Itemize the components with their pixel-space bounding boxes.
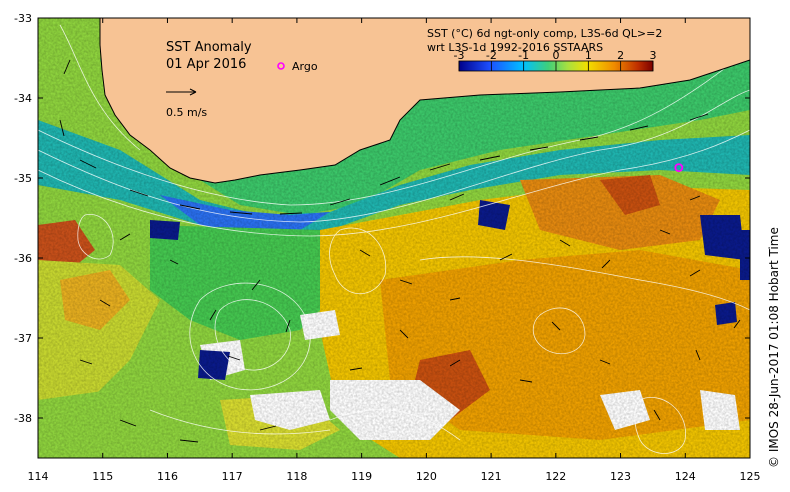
x-tick-label: 120 bbox=[416, 470, 437, 483]
argo-legend-label: Argo bbox=[292, 60, 318, 73]
argo-legend-icon bbox=[277, 62, 285, 70]
data-description-line2: wrt L3S-1d 1992-2016 SSTAARS bbox=[427, 41, 603, 54]
colorbar-tick-label: 1 bbox=[585, 49, 592, 62]
y-tick-label: -38 bbox=[14, 412, 32, 425]
y-tick-label: -36 bbox=[14, 252, 32, 265]
y-tick-label: -33 bbox=[14, 12, 32, 25]
data-description-line1: SST (°C) 6d ngt-only comp, L3S-6d QL>=2 bbox=[427, 27, 662, 40]
x-tick-label: 118 bbox=[286, 470, 307, 483]
plot-frame bbox=[37, 17, 751, 459]
x-tick-label: 125 bbox=[740, 470, 761, 483]
x-tick-label: 119 bbox=[351, 470, 372, 483]
colorbar-tick-label: -2 bbox=[486, 49, 497, 62]
y-axis: -33-34-35-36-37-38 bbox=[14, 12, 750, 425]
x-tick-label: 124 bbox=[675, 470, 696, 483]
x-tick-label: 123 bbox=[610, 470, 631, 483]
land-southern-australia bbox=[99, 18, 750, 184]
colorbar-tick-label: 3 bbox=[650, 49, 657, 62]
colorbar-tick-label: 2 bbox=[617, 49, 624, 62]
sst-field bbox=[38, 18, 750, 458]
map-date: 01 Apr 2016 bbox=[166, 57, 246, 72]
y-tick-label: -34 bbox=[14, 92, 32, 105]
velocity-vectors bbox=[59, 59, 741, 443]
x-tick-label: 121 bbox=[481, 470, 502, 483]
credit-line: © IMOS 28-Jun-2017 01:08 Hobart Time bbox=[767, 227, 781, 468]
colorbar-tick-label: -1 bbox=[518, 49, 529, 62]
velocity-scale-label: 0.5 m/s bbox=[166, 106, 207, 119]
colorbar-tick-label: 0 bbox=[553, 49, 560, 62]
colorbar-tick-label: -3 bbox=[454, 49, 465, 62]
sea-level-contours bbox=[38, 24, 750, 454]
x-tick-label: 115 bbox=[92, 470, 113, 483]
colorbar-ticks: -3 -2 -1 0 1 2 3 bbox=[454, 49, 657, 71]
y-tick-label: -37 bbox=[14, 332, 32, 345]
x-tick-label: 114 bbox=[28, 470, 49, 483]
x-tick-label: 122 bbox=[545, 470, 566, 483]
arrowhead-icon bbox=[189, 88, 197, 96]
x-tick-label: 116 bbox=[157, 470, 178, 483]
y-tick-label: -35 bbox=[14, 172, 32, 185]
map-title: SST Anomaly bbox=[166, 40, 252, 55]
x-tick-label: 117 bbox=[222, 470, 243, 483]
x-axis: 114 115 116 117 118 119 120 121 122 123 124 125 bbox=[28, 18, 761, 483]
argo-float-marker bbox=[674, 163, 684, 173]
